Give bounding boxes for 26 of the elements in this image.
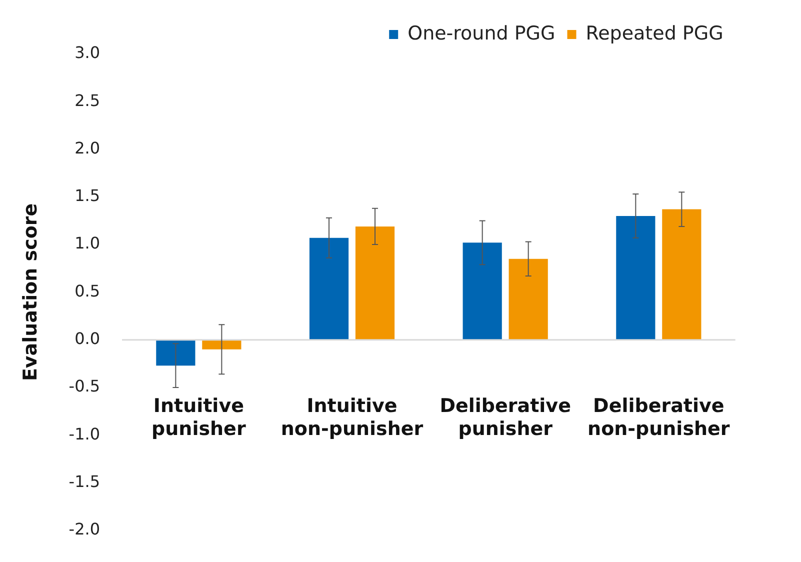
bar [462,242,502,340]
bar [202,340,242,350]
bar [662,209,702,340]
x-tick-label: Deliberative non-punisher [588,395,730,440]
legend-label: Repeated PGG [586,22,724,44]
y-tick-label: 1.0 [74,234,100,253]
y-tick-label: -1.0 [68,424,100,444]
bar [508,258,548,340]
y-tick-label: -0.5 [68,376,100,396]
bar [355,226,395,340]
y-tick-label: 1.5 [74,186,100,206]
x-tick-label: Intuitive non-punisher [280,395,424,440]
y-tick-label: 0.5 [74,281,100,300]
y-axis-title: Evaluation score [19,203,42,382]
bar [156,340,196,366]
y-tick-label: 2.5 [74,90,100,110]
bar [616,216,656,340]
y-tick-label: -2.0 [68,520,100,539]
y-tick-label: -1.5 [68,472,100,491]
x-tick-label: Deliberative punisher [440,395,571,440]
bar [309,238,349,340]
y-tick-label: 2.0 [74,138,100,158]
y-tick-label: 3.0 [74,43,100,62]
y-tick-label: 0.0 [74,328,100,348]
x-tick-label: Intuitive punisher [152,395,246,440]
legend-label: One-round PGG [408,22,556,44]
